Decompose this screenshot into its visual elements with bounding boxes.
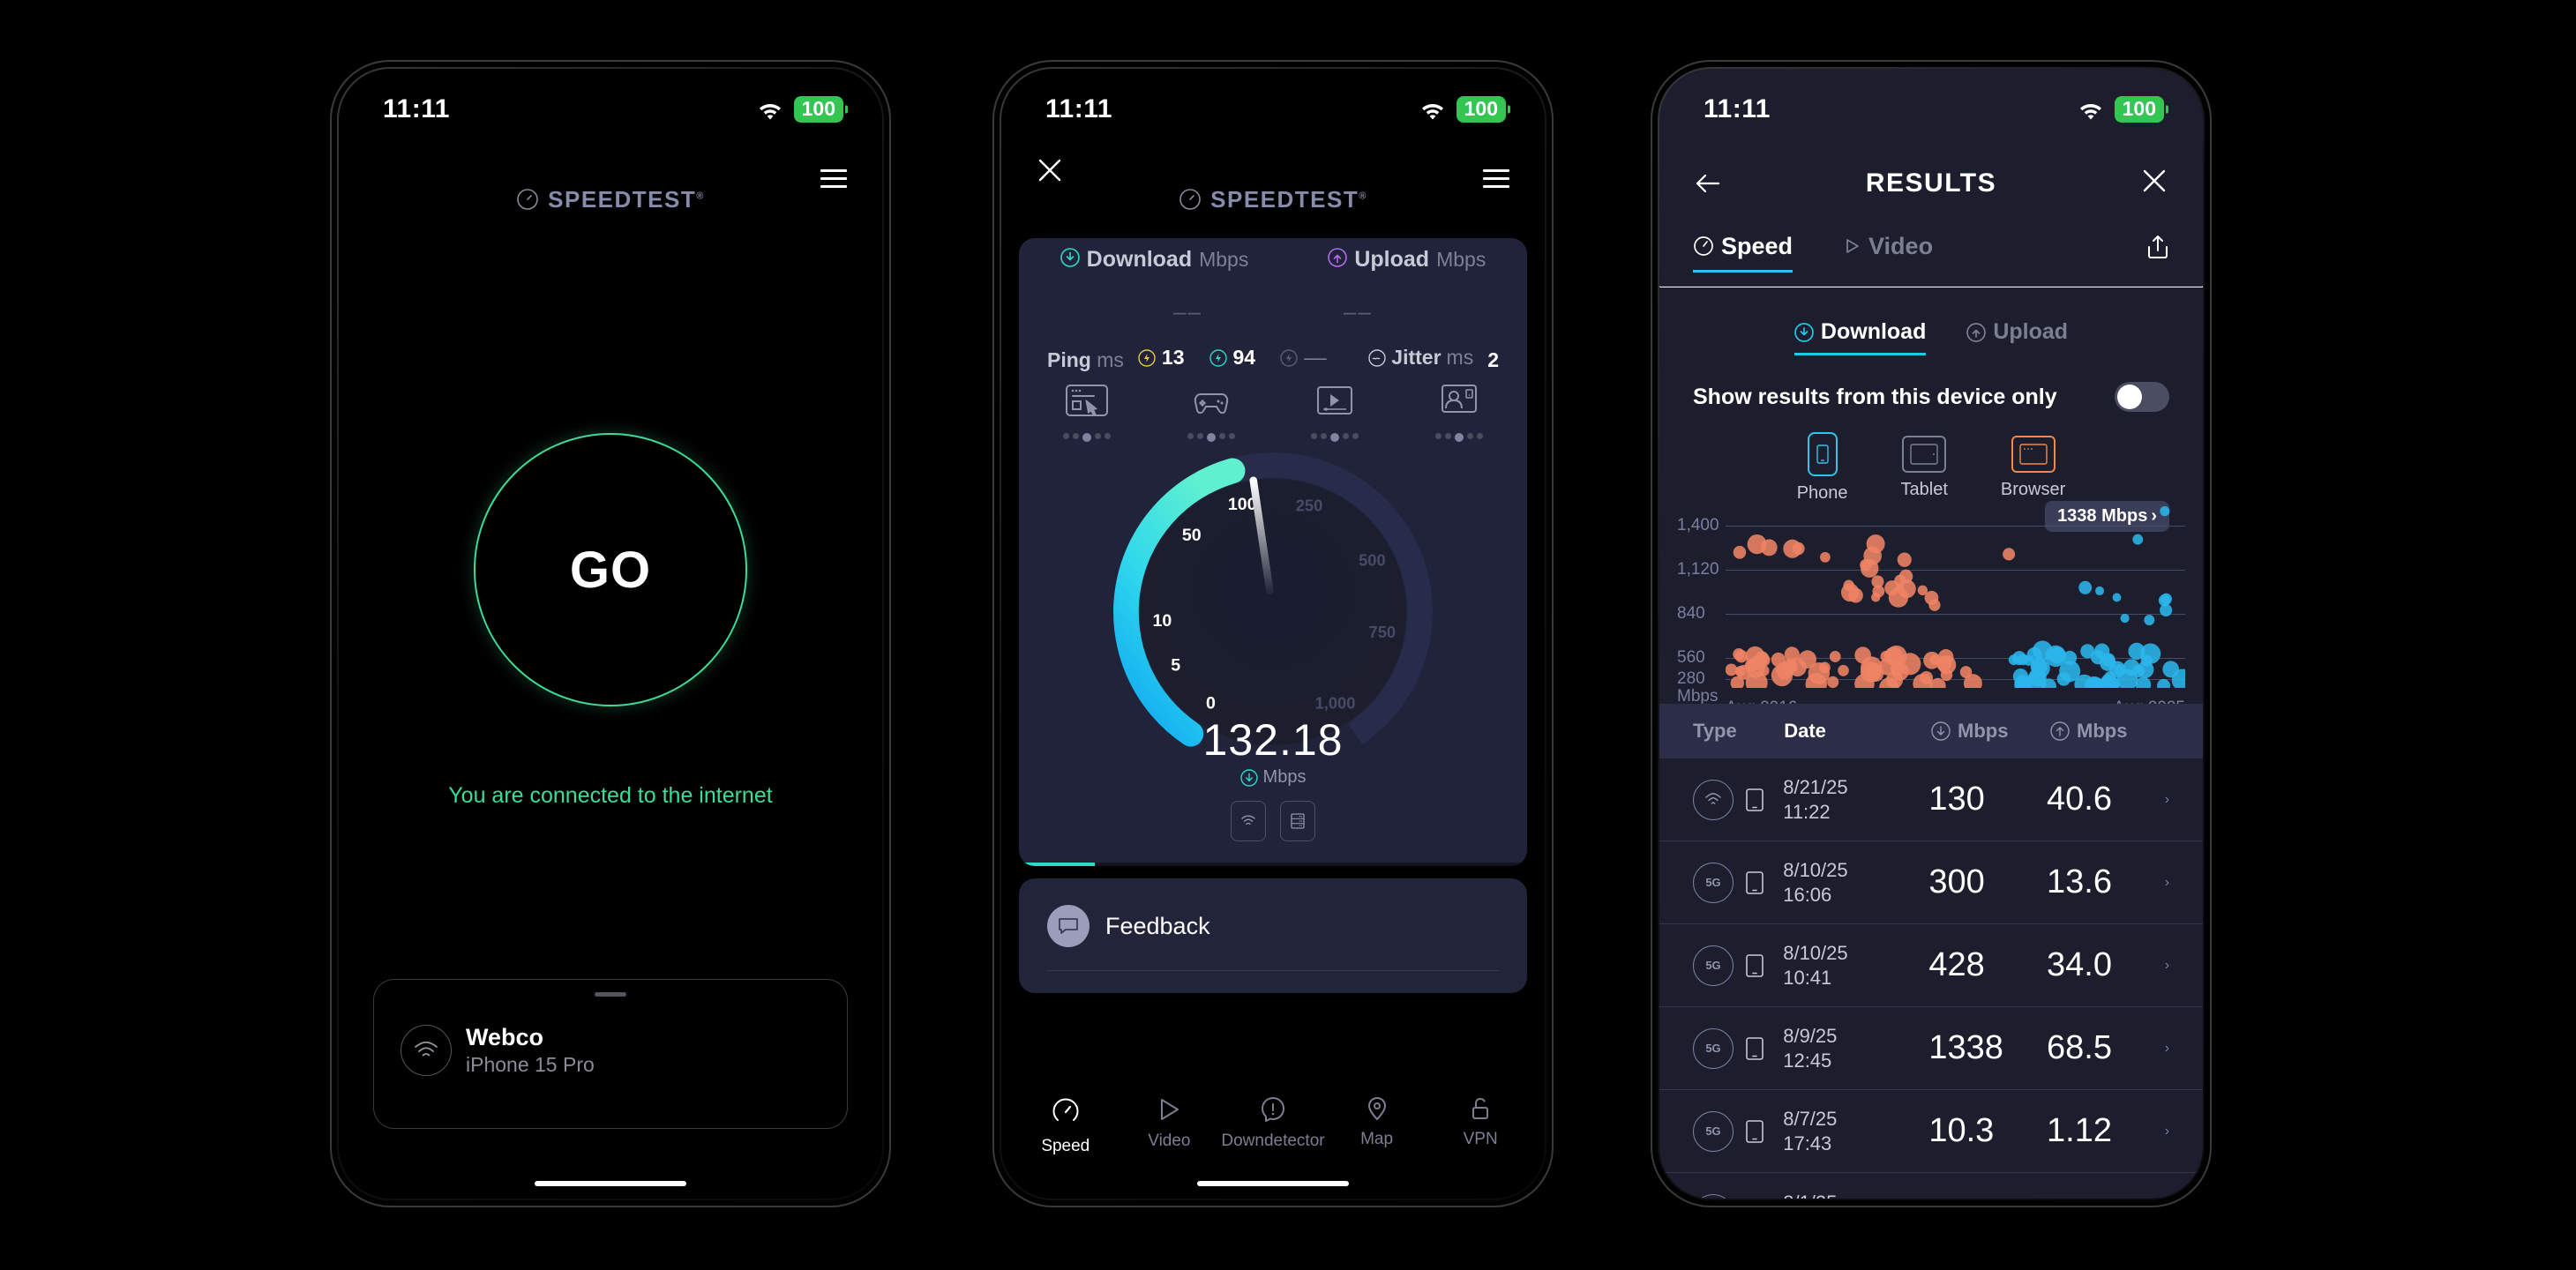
svg-text:50: 50: [1182, 526, 1202, 545]
svg-text:5: 5: [1171, 655, 1180, 675]
svg-text:0: 0: [1206, 694, 1216, 713]
svg-text:10: 10: [1152, 611, 1172, 631]
svg-text:1,000: 1,000: [1315, 693, 1356, 712]
svg-text:250: 250: [1296, 497, 1323, 515]
svg-text:500: 500: [1359, 551, 1386, 570]
svg-text:750: 750: [1369, 623, 1397, 641]
